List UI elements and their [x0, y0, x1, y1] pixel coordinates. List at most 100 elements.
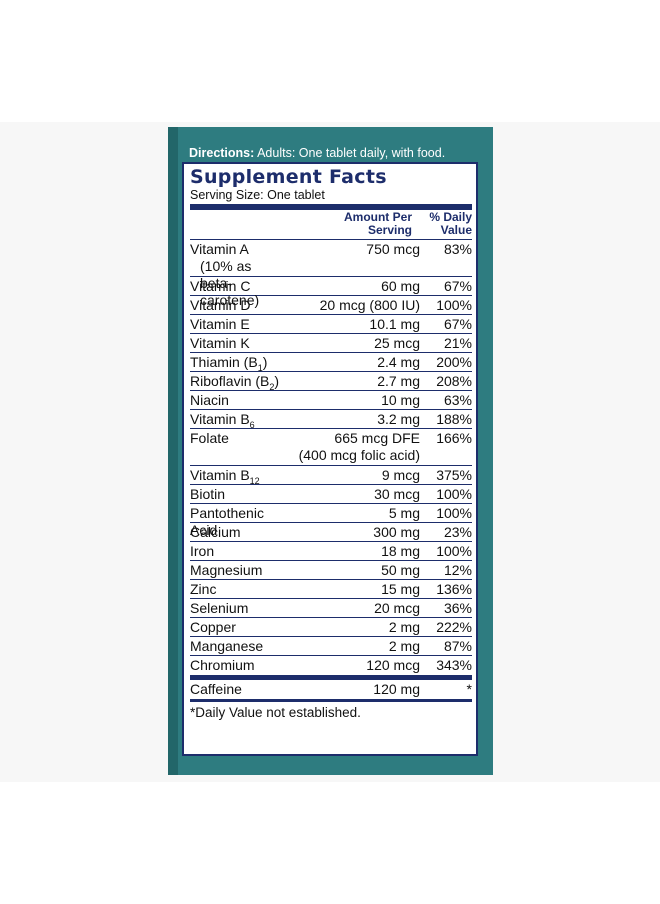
box-edge — [168, 127, 178, 775]
nutrient-row: Iron 18 mg 100% — [190, 541, 472, 560]
nutrient-name: Pantothenic Acid — [190, 505, 264, 538]
nutrient-dv: 166% — [436, 430, 472, 446]
facts-header: Amount Per Serving % Daily Value — [190, 210, 472, 239]
nutrient-dv: 87% — [443, 638, 472, 654]
nutrient-amount: 25 mcg — [374, 335, 420, 351]
nutrient-dv: 188% — [436, 411, 472, 427]
nutrient-amount: 3.2 mg — [377, 411, 420, 427]
nutrient-name: Caffeine — [190, 681, 242, 697]
nutrient-row: Biotin 30 mcg 100% — [190, 484, 472, 503]
nutrient-name: Manganese — [190, 638, 264, 654]
nutrient-row: Selenium 20 mcg 36% — [190, 598, 472, 617]
nutrient-amount: 300 mg — [373, 524, 420, 540]
nutrient-dv: 21% — [443, 335, 472, 351]
nutrient-dv: * — [466, 681, 472, 697]
nutrient-amount: 2.4 mg — [377, 354, 420, 370]
nutrient-dv: 208% — [436, 373, 472, 389]
nutrient-amount: 2.7 mg — [377, 373, 420, 389]
nutrient-name: Biotin — [190, 486, 226, 502]
nutrient-dv: 100% — [436, 543, 472, 559]
nutrient-dv: 222% — [436, 619, 472, 635]
nutrient-dv: 100% — [436, 297, 472, 313]
nutrient-name: Calcium — [190, 524, 241, 540]
nutrient-row: Zinc 15 mg 136% — [190, 579, 472, 598]
nutrient-name: Vitamin K — [190, 335, 250, 351]
nutrient-row: Vitamin K 25 mcg 21% — [190, 333, 472, 352]
nutrient-name: Magnesium — [190, 562, 263, 578]
nutrient-row: Vitamin B6 3.2 mg 188% — [190, 409, 472, 430]
nutrient-name: Vitamin C — [190, 278, 251, 294]
nutrient-amount: 60 mg — [381, 278, 420, 294]
nutrient-dv: 23% — [443, 524, 472, 540]
nutrient-row: Manganese 2 mg 87% — [190, 636, 472, 655]
nutrient-dv: 83% — [443, 241, 472, 257]
nutrient-row: Calcium 300 mg 23% — [190, 522, 472, 541]
nutrient-amount: 9 mcg — [381, 467, 420, 483]
nutrient-row: Pantothenic Acid 5 mg 100% — [190, 503, 472, 538]
nutrient-amount: 2 mg — [388, 638, 420, 654]
serving-size: Serving Size: One tablet — [190, 188, 325, 202]
nutrient-dv: 36% — [443, 600, 472, 616]
caffeine-row: Caffeine 120 mg * — [190, 680, 472, 699]
dv-header: % Daily Value — [429, 210, 472, 237]
nutrient-name: Copper — [190, 619, 236, 635]
nutrient-row: Chromium 120 mcg 343% — [190, 655, 472, 674]
nutrient-name: Riboflavin (B2) — [190, 373, 280, 392]
nutrient-name: Iron — [190, 543, 215, 559]
nutrient-amount: 120 mcg — [366, 657, 420, 673]
nutrient-name: Vitamin B12 — [190, 467, 260, 486]
nutrient-dv: 67% — [443, 278, 472, 294]
supplement-facts: Supplement Facts Serving Size: One table… — [190, 165, 472, 721]
nutrient-name: Folate — [190, 430, 229, 446]
nutrient-dv: 100% — [436, 505, 472, 521]
nutrient-amount: 665 mcg DFE (400 mcg folic acid) — [298, 430, 420, 463]
directions: Directions: Adults: One tablet daily, wi… — [189, 146, 489, 160]
nutrient-name: Vitamin E — [190, 316, 250, 332]
nutrient-amount: 120 mg — [373, 681, 420, 697]
nutrient-row: Copper 2 mg 222% — [190, 617, 472, 636]
nutrient-name: Vitamin D — [190, 297, 251, 313]
nutrient-amount: 2 mg — [388, 619, 420, 635]
nutrient-note: (10% as beta-carotene) — [200, 258, 260, 308]
nutrient-dv: 100% — [436, 486, 472, 502]
nutrient-dv: 200% — [436, 354, 472, 370]
nutrient-amount: 30 mcg — [374, 486, 420, 502]
nutrient-amount: 750 mcg — [366, 241, 420, 257]
nutrient-row: Vitamin A (10% as beta-carotene) 750 mcg 83… — [190, 239, 472, 308]
thick-divider — [190, 204, 472, 210]
nutrient-dv: 343% — [436, 657, 472, 673]
nutrient-row: Magnesium 50 mg 12% — [190, 560, 472, 579]
nutrient-name: Selenium — [190, 600, 249, 616]
nutrient-row: Niacin 10 mg 63% — [190, 390, 472, 409]
supplement-facts-panel — [182, 162, 478, 756]
nutrient-amount: 10.1 mg — [369, 316, 420, 332]
amount-header: Amount Per Serving — [343, 210, 412, 237]
nutrient-row: Riboflavin (B2) 2.7 mg 208% — [190, 371, 472, 392]
thick-divider — [190, 675, 472, 680]
nutrient-amount: 5 mg — [388, 505, 420, 521]
nutrient-dv: 67% — [443, 316, 472, 332]
nutrient-amount: 15 mg — [381, 581, 420, 597]
nutrient-rows: Vitamin A (10% as beta-carotene) 750 mcg 83… — [190, 239, 472, 674]
nutrient-dv: 63% — [443, 392, 472, 408]
nutrient-name: Vitamin A (10% as beta-carotene) — [190, 241, 280, 308]
nutrient-dv: 375% — [436, 467, 472, 483]
nutrient-amount: 18 mg — [381, 543, 420, 559]
nutrient-row: Thiamin (B1) 2.4 mg 200% — [190, 352, 472, 373]
nutrient-name: Vitamin B6 — [190, 411, 255, 430]
nutrient-name: Zinc — [190, 581, 217, 597]
nutrient-name: Chromium — [190, 657, 255, 673]
nutrient-name: Niacin — [190, 392, 229, 408]
nutrient-row: Vitamin B12 9 mcg 375% — [190, 465, 472, 486]
nutrient-row: Vitamin C 60 mg 67% — [190, 276, 472, 295]
facts-title: Supplement Facts — [190, 166, 387, 188]
nutrient-row: Vitamin D 20 mcg (800 IU) 100% — [190, 295, 472, 314]
nutrient-dv: 136% — [436, 581, 472, 597]
nutrient-row: Vitamin E 10.1 mg 67% — [190, 314, 472, 333]
footnote: *Daily Value not established. — [190, 699, 472, 721]
nutrient-dv: 12% — [443, 562, 472, 578]
nutrient-amount: 20 mcg (800 IU) — [319, 297, 420, 313]
nutrient-amount: 10 mg — [381, 392, 420, 408]
nutrient-amount: 50 mg — [381, 562, 420, 578]
directions-label: Directions: — [189, 146, 255, 160]
